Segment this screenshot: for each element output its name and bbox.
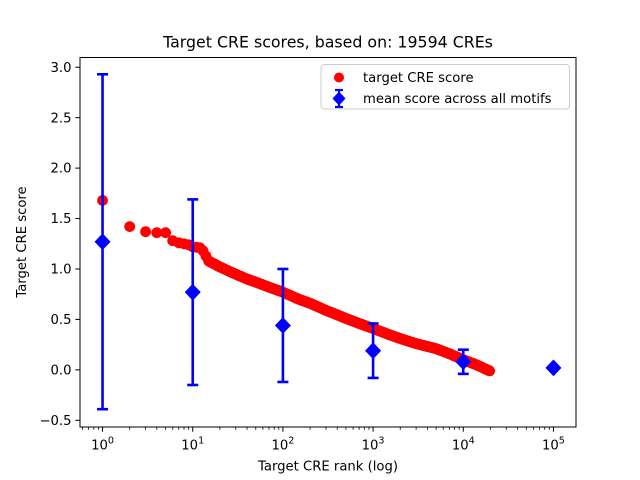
plot-frame <box>79 57 577 428</box>
x-tick-label: 101 <box>181 436 204 454</box>
y-tick-label: −0.5 <box>39 414 71 429</box>
mean-score-series <box>94 72 562 411</box>
x-tick-label: 104 <box>452 436 475 454</box>
legend-label: target CRE score <box>363 71 474 86</box>
data-series <box>94 72 562 411</box>
y-tick-label: 2.5 <box>51 111 72 126</box>
red-scatter-point <box>160 227 172 239</box>
legend-label: mean score across all motifs <box>363 92 552 107</box>
legend: target CRE score mean score across all mo… <box>320 64 570 110</box>
blue-diamond-point <box>184 283 201 301</box>
blue-diamond-point <box>455 353 472 371</box>
axes-spines <box>79 57 577 428</box>
target-score-series <box>97 195 495 377</box>
y-tick-label: 1.0 <box>51 263 72 278</box>
red-scatter-point <box>124 221 136 233</box>
blue-diamond-point <box>94 233 111 251</box>
legend-diamond-icon <box>332 91 346 106</box>
y-tick-label: 0.5 <box>51 313 72 328</box>
x-axis-label: Target CRE rank (log) <box>257 460 398 475</box>
legend-circle-icon <box>334 72 344 83</box>
x-tick-label: 103 <box>362 436 385 454</box>
y-tick-label: 0.0 <box>51 363 72 378</box>
y-tick-label: 2.0 <box>51 162 72 177</box>
y-axis-label: Target CRE score <box>15 186 30 298</box>
blue-diamond-point <box>365 342 382 360</box>
axis-major-ticks: 100 101 102 103 104 105 3.0 2.5 2.0 1.5 1.0 0.5 0.0 −… <box>39 61 564 454</box>
legend-box <box>320 64 570 110</box>
x-tick-label: 100 <box>91 436 114 454</box>
red-scatter-point <box>151 227 163 239</box>
red-scatter-point <box>140 226 152 238</box>
x-tick-label: 105 <box>542 436 565 454</box>
x-tick-label: 102 <box>271 436 294 454</box>
y-tick-label: 1.5 <box>51 212 72 227</box>
blue-diamond-point <box>274 317 291 334</box>
y-tick-label: 3.0 <box>51 61 72 76</box>
red-scatter-point <box>484 365 495 377</box>
chart-title: Target CRE scores, based on: 19594 CREs <box>162 33 493 52</box>
blue-diamond-point <box>545 359 562 377</box>
